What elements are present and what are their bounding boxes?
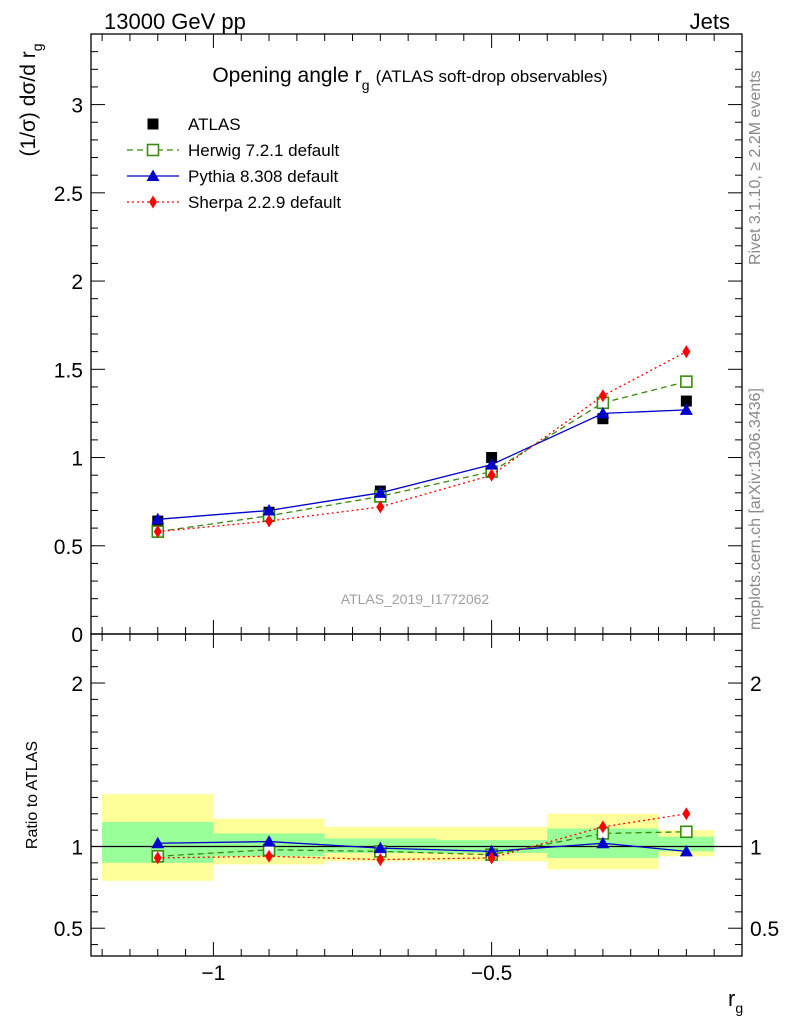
ratio-y-tick-label: 0.5 (54, 918, 83, 941)
ratio-band-inner (658, 836, 715, 852)
data-point-sherpa (153, 525, 162, 539)
header-left: 13000 GeV pp (104, 9, 246, 34)
ratio-y-tick-label: 2 (71, 673, 83, 696)
ratio-point-sherpa (153, 851, 162, 865)
ratio-point-pythia (485, 844, 499, 857)
data-point-pythia (373, 486, 387, 498)
ratio-point-pythia (596, 836, 610, 849)
ratio-plot-frame (90, 633, 743, 957)
ratio-y-tick-label: 0.5 (750, 918, 779, 941)
data-point-atlas (680, 395, 692, 407)
analysis-tag: ATLAS_2019_I1772062 (341, 591, 490, 607)
data-point-pythia (596, 406, 610, 419)
y-tick-label: 1 (71, 448, 83, 471)
y-tick-label: 2 (71, 271, 83, 294)
data-point-atlas (597, 413, 609, 425)
ratio-y-tick-label: 2 (750, 673, 762, 696)
header-right: Jets (690, 9, 730, 34)
data-point-sherpa (598, 389, 607, 403)
ratio-point-pythia (679, 844, 693, 857)
ratio-point-sherpa (487, 851, 496, 865)
y-axis-label: (1/σ) dσ/d rg (17, 43, 45, 156)
series-line-pythia (157, 409, 687, 520)
axis-ticks: 0 0.5 1 1.5 2 2.5 3 0.5 0.5 1 1 2 2 −1 −0.5 (54, 33, 779, 985)
ratio-point-pythia (151, 836, 165, 849)
legend: ATLAS Herwig 7.2.1 default Pythia 8.308 de… (127, 115, 341, 212)
data-series (151, 345, 693, 867)
data-point-sherpa (265, 514, 274, 528)
ratio-point-pythia (373, 841, 387, 854)
data-point-atlas (486, 452, 498, 464)
y-tick-label: 0 (71, 624, 83, 647)
ratio-point-sherpa (598, 820, 607, 834)
y-tick-label: 1.5 (54, 359, 83, 382)
plot-title: Opening angle rg (ATLAS soft-drop observa… (212, 64, 607, 93)
rivet-version-label: Rivet 3.1.10, ≥ 2.2M events (747, 70, 764, 265)
legend-label-herwig: Herwig 7.2.1 default (188, 141, 339, 160)
data-point-pythia (151, 512, 165, 525)
data-point-herwig (680, 375, 693, 388)
ratio-line-herwig (157, 831, 687, 857)
mcplots-label: mcplots.cern.ch [arXiv:1306.3436] (747, 388, 764, 630)
legend-marker-atlas (147, 118, 159, 130)
ratio-point-herwig (680, 825, 693, 839)
data-point-sherpa (376, 500, 385, 514)
ratio-point-sherpa (682, 807, 691, 821)
legend-label-pythia: Pythia 8.308 default (188, 167, 339, 186)
data-point-pythia (262, 503, 276, 516)
legend-label-sherpa: Sherpa 2.2.9 default (188, 193, 341, 212)
legend-marker-pythia (146, 169, 160, 181)
ratio-point-pythia (262, 835, 276, 847)
ratio-uncertainty-bands (102, 794, 715, 881)
ratio-y-tick-label: 1 (71, 836, 83, 859)
y-tick-label: 3 (71, 95, 83, 118)
x-axis-label: rg (728, 986, 743, 1016)
ratio-point-sherpa (376, 853, 385, 867)
data-point-sherpa (682, 345, 691, 359)
legend-label-atlas: ATLAS (188, 115, 241, 134)
ratio-y-axis-label: Ratio to ATLAS (24, 741, 41, 849)
legend-marker-herwig (146, 143, 160, 157)
x-tick-label: −0.5 (471, 962, 512, 985)
y-tick-label: 0.5 (54, 536, 83, 559)
y-tick-label: 2.5 (54, 183, 83, 206)
ratio-line-pythia (157, 840, 687, 853)
ratio-y-tick-label: 1 (750, 836, 762, 859)
data-point-sherpa (487, 468, 496, 482)
data-point-pythia (679, 403, 693, 415)
x-tick-label: −1 (201, 962, 225, 985)
series-line-sherpa (157, 351, 687, 533)
data-point-pythia (485, 458, 499, 470)
series-line-herwig (157, 381, 687, 533)
ratio-point-sherpa (265, 849, 274, 863)
legend-marker-sherpa (149, 195, 157, 209)
